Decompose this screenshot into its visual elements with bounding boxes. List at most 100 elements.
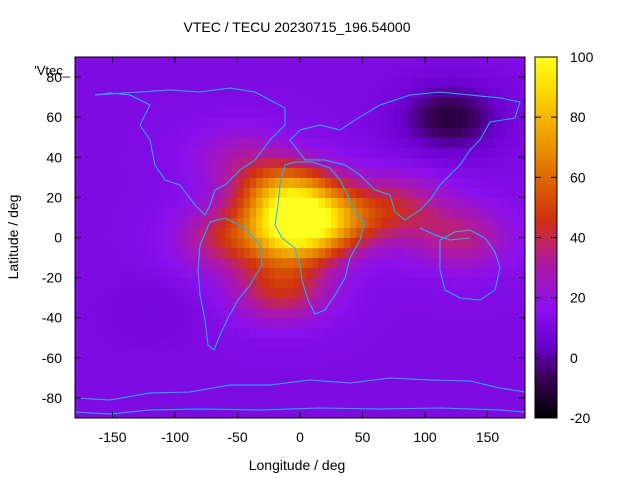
heatmap-cell: [325, 207, 332, 219]
heatmap-cell: [156, 147, 164, 158]
heatmap-cell: [450, 257, 457, 269]
heatmap-cell: [431, 287, 439, 299]
heatmap-cell: [381, 147, 389, 158]
heatmap-cell: [143, 57, 151, 68]
heatmap-cell: [493, 367, 501, 379]
heatmap-cell: [350, 207, 357, 219]
heatmap-cell: [250, 227, 257, 239]
heatmap-cell: [512, 337, 520, 349]
heatmap-cell: [281, 237, 289, 249]
heatmap-cell: [431, 67, 439, 78]
heatmap-cell: [475, 207, 482, 219]
heatmap-cell: [125, 367, 132, 379]
heatmap-cell: [437, 347, 445, 359]
heatmap-cell: [368, 297, 376, 309]
heatmap-cell: [468, 107, 476, 118]
heatmap-cell: [118, 147, 126, 158]
heatmap-cell: [112, 387, 120, 399]
heatmap-cell: [112, 87, 120, 98]
heatmap-cell: [312, 77, 320, 88]
heatmap-cell: [312, 87, 320, 98]
heatmap-cell: [381, 407, 389, 418]
heatmap-cell: [175, 187, 182, 198]
heatmap-cell: [393, 167, 401, 178]
heatmap-cell: [175, 267, 182, 279]
heatmap-cell: [362, 407, 370, 418]
heatmap-cell: [162, 337, 170, 349]
heatmap-cell: [512, 97, 520, 108]
heatmap-cell: [337, 317, 345, 329]
heatmap-cell: [106, 327, 114, 339]
heatmap-cell: [237, 267, 245, 279]
heatmap-cell: [156, 117, 164, 128]
heatmap-cell: [187, 287, 195, 299]
heatmap-cell: [431, 247, 439, 259]
heatmap-cell: [268, 367, 276, 379]
heatmap-cell: [187, 277, 195, 289]
heatmap-cell: [293, 167, 301, 178]
heatmap-cell: [100, 127, 107, 138]
heatmap-cell: [362, 127, 370, 138]
colorbar-tick-label: -20: [570, 410, 590, 426]
heatmap-cell: [312, 407, 320, 418]
heatmap-cell: [100, 157, 107, 168]
heatmap-cell: [500, 297, 507, 309]
heatmap-cell: [237, 237, 245, 249]
heatmap-cell: [168, 327, 176, 339]
heatmap-cell: [75, 227, 82, 239]
heatmap-cell: [250, 337, 257, 349]
heatmap-cell: [187, 117, 195, 128]
heatmap-cell: [168, 197, 176, 209]
heatmap-cell: [275, 367, 282, 379]
heatmap-cell: [131, 57, 139, 68]
heatmap-cell: [187, 237, 195, 249]
heatmap-cell: [200, 287, 207, 299]
heatmap-cell: [143, 77, 151, 88]
heatmap-cell: [112, 377, 120, 389]
heatmap-cell: [156, 127, 164, 138]
heatmap-cell: [206, 347, 214, 359]
heatmap-cell: [456, 277, 464, 289]
heatmap-cell: [493, 347, 501, 359]
heatmap-cell: [131, 267, 139, 279]
heatmap-cell: [368, 197, 376, 209]
heatmap-cell: [512, 207, 520, 219]
heatmap-cell: [250, 97, 257, 108]
heatmap-cell: [493, 237, 501, 249]
heatmap-cell: [487, 97, 495, 108]
heatmap-cell: [487, 407, 495, 418]
heatmap-cell: [343, 347, 351, 359]
heatmap-cell: [375, 217, 382, 229]
heatmap-cell: [181, 357, 189, 369]
heatmap-cell: [168, 317, 176, 329]
heatmap-cell: [212, 107, 220, 118]
heatmap-cell: [356, 287, 364, 299]
heatmap-cell: [131, 317, 139, 329]
heatmap-cell: [162, 87, 170, 98]
heatmap-cell: [331, 407, 339, 418]
heatmap-cell: [343, 187, 351, 198]
heatmap-cell: [493, 317, 501, 329]
legend-key-label: 'Vtec_: [34, 63, 70, 78]
heatmap-cell: [350, 357, 357, 369]
heatmap-cell: [243, 117, 251, 128]
heatmap-cell: [475, 107, 482, 118]
heatmap-cell: [375, 257, 382, 269]
heatmap-cell: [425, 147, 432, 158]
heatmap-cell: [181, 217, 189, 229]
heatmap-cell: [431, 57, 439, 68]
heatmap-cell: [343, 317, 351, 329]
heatmap-cell: [237, 127, 245, 138]
heatmap-cell: [181, 337, 189, 349]
heatmap-cell: [200, 227, 207, 239]
heatmap-cell: [218, 297, 226, 309]
heatmap-cell: [456, 247, 464, 259]
heatmap-cell: [506, 117, 514, 128]
heatmap-cell: [443, 397, 451, 409]
heatmap-cell: [237, 257, 245, 269]
heatmap-cell: [375, 407, 382, 418]
heatmap-cell: [206, 277, 214, 289]
heatmap-cell: [437, 57, 445, 68]
heatmap-cell: [337, 207, 345, 219]
heatmap-cell: [487, 367, 495, 379]
